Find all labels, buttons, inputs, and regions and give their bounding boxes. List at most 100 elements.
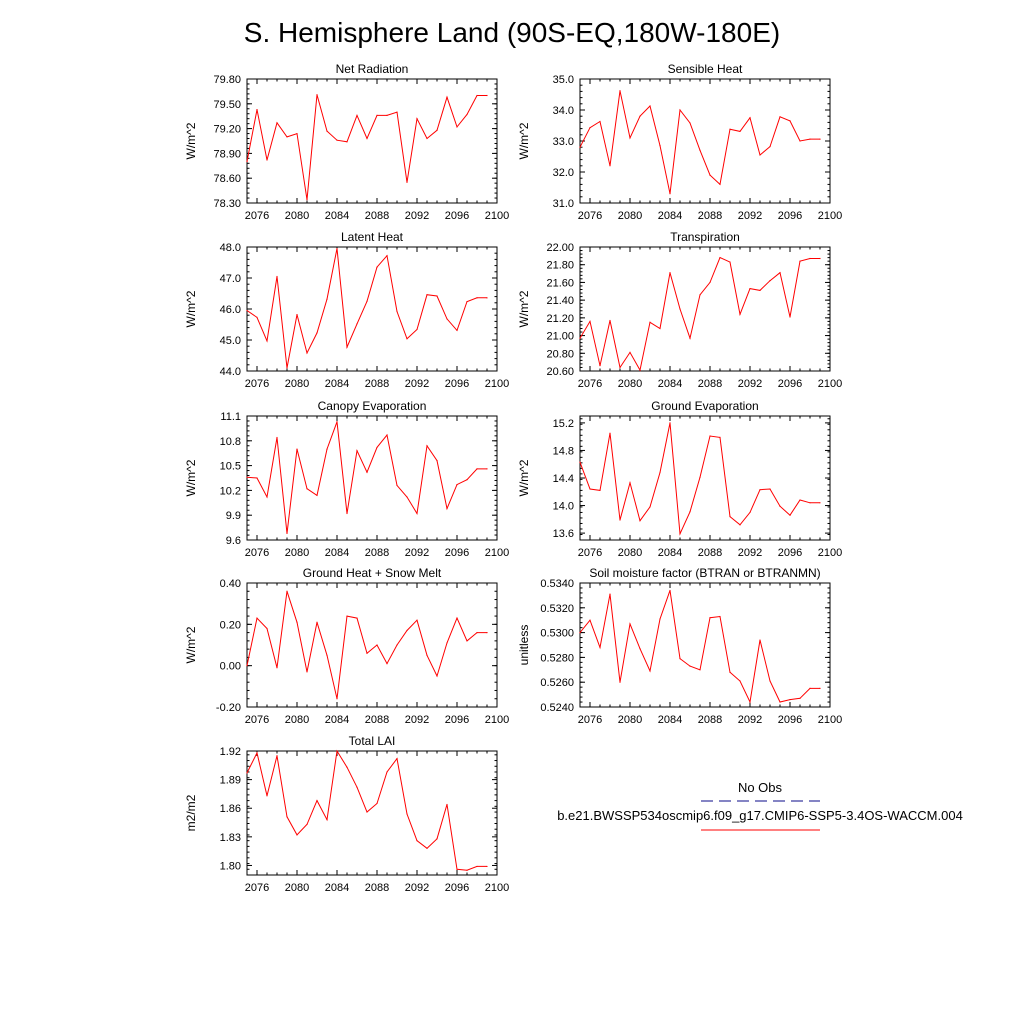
plot-frame xyxy=(246,582,498,708)
y-tick-label: 35.0 xyxy=(553,74,574,86)
y-tick-label: 0.40 xyxy=(220,578,241,590)
data-point xyxy=(356,617,358,619)
data-point xyxy=(356,323,358,325)
series-line xyxy=(246,248,487,368)
series-line xyxy=(246,591,487,699)
data-point xyxy=(739,680,741,682)
data-point xyxy=(406,181,408,183)
data-point xyxy=(306,352,308,354)
data-point xyxy=(466,640,468,642)
data-point xyxy=(316,494,318,496)
data-point xyxy=(396,644,398,646)
data-point xyxy=(436,675,438,677)
data-point xyxy=(316,332,318,334)
data-point xyxy=(306,823,308,826)
plot-frame xyxy=(246,246,498,372)
data-point xyxy=(749,511,751,514)
x-tick-label: 2096 xyxy=(445,210,469,222)
x-tick-label: 2092 xyxy=(405,210,429,222)
data-point xyxy=(759,489,761,491)
data-point xyxy=(699,669,701,671)
data-point xyxy=(579,461,581,463)
data-point xyxy=(456,126,458,128)
data-point xyxy=(659,618,661,620)
data-point xyxy=(599,365,601,367)
data-point xyxy=(426,847,428,849)
y-tick-label: 78.30 xyxy=(213,198,241,210)
data-point xyxy=(316,621,318,623)
data-point xyxy=(779,505,781,507)
panel-8: Soil moisture factor (BTRAN or BTRANMN) u… xyxy=(517,566,842,726)
y-tick-label: 22.00 xyxy=(546,242,574,254)
data-point xyxy=(356,450,358,452)
data-point xyxy=(629,351,631,353)
data-point xyxy=(619,519,621,521)
x-tick-label: 2100 xyxy=(485,210,509,222)
data-point xyxy=(276,755,278,757)
data-point xyxy=(476,468,478,470)
data-point xyxy=(246,309,248,312)
series-line xyxy=(579,590,820,704)
data-point xyxy=(486,297,488,299)
x-tick-label: 2100 xyxy=(485,882,509,894)
y-tick-label: 20.60 xyxy=(546,366,574,378)
data-point xyxy=(336,698,338,700)
series-line xyxy=(579,256,820,372)
data-point xyxy=(486,632,488,634)
x-tick-label: 2084 xyxy=(658,547,682,559)
y-tick-label: 1.80 xyxy=(220,860,241,872)
data-point xyxy=(416,619,418,621)
data-point xyxy=(589,127,591,129)
y-tick-label: 45.0 xyxy=(220,335,241,347)
y-tick-label: 21.80 xyxy=(546,260,574,272)
data-point xyxy=(669,589,671,592)
data-point xyxy=(346,141,348,143)
plot-frame xyxy=(579,246,831,372)
x-tick-label: 2100 xyxy=(485,714,509,726)
data-point xyxy=(266,795,268,797)
data-point xyxy=(436,295,438,297)
x-tick-label: 2080 xyxy=(285,210,309,222)
y-tick-label: 1.92 xyxy=(220,746,241,758)
y-tick-label: 34.0 xyxy=(553,105,574,117)
data-point xyxy=(476,865,478,868)
data-point xyxy=(759,639,761,641)
x-tick-label: 2096 xyxy=(445,714,469,726)
data-point xyxy=(679,533,681,535)
y-tick-label: 44.0 xyxy=(220,366,241,378)
data-point xyxy=(446,803,448,806)
data-point xyxy=(476,632,478,634)
data-point xyxy=(476,297,478,299)
data-point xyxy=(629,482,631,484)
series-line xyxy=(246,421,487,534)
data-point xyxy=(739,130,741,132)
data-point xyxy=(336,750,338,752)
data-point xyxy=(819,138,821,140)
x-tick-label: 2088 xyxy=(365,714,389,726)
y-axis-label: W/m^2 xyxy=(517,122,531,159)
data-point xyxy=(629,137,631,139)
data-point xyxy=(246,772,248,774)
data-point xyxy=(316,800,318,802)
data-point xyxy=(659,471,661,474)
panel-6: Ground Evaporation W/m^2 2076 2080 2084 2088 2… xyxy=(517,399,842,559)
data-point xyxy=(256,108,258,111)
plot-frame xyxy=(579,78,831,204)
panel-7: Ground Heat + Snow Melt W/m^2 2076 2080 2084… xyxy=(184,566,509,726)
data-point xyxy=(446,642,448,644)
data-point xyxy=(739,313,741,315)
y-tick-label: 10.2 xyxy=(220,485,241,497)
x-tick-label: 2092 xyxy=(738,547,762,559)
data-point xyxy=(276,667,278,669)
x-tick-label: 2076 xyxy=(578,378,602,390)
data-point xyxy=(406,338,408,340)
panel-title: Ground Evaporation xyxy=(651,399,758,413)
data-point xyxy=(769,145,771,148)
y-tick-label: 46.0 xyxy=(220,304,241,316)
data-point xyxy=(346,346,348,348)
x-tick-label: 2076 xyxy=(245,882,269,894)
y-tick-label: 48.0 xyxy=(220,242,241,254)
y-tick-label: 0.5260 xyxy=(540,677,574,689)
data-point xyxy=(709,617,711,619)
data-point xyxy=(366,652,368,654)
